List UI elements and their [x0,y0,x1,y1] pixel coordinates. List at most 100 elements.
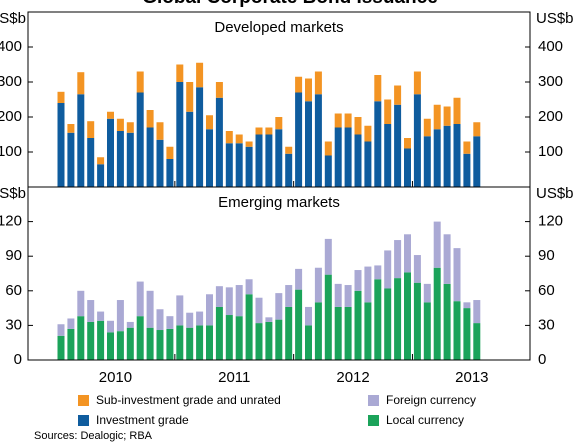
bar-segment [215,97,223,187]
bar-segment [384,99,392,124]
y2-tick-label: 60 [538,282,555,299]
bar-segment [87,138,95,187]
bar-segment [176,64,184,82]
bar-segment [67,318,75,329]
bar-segment [186,82,194,112]
bar-segment [116,331,124,360]
bar-segment [443,106,451,126]
y2-tick-label: 200 [538,108,563,125]
bar-segment [334,127,342,187]
bar-segment [265,321,273,360]
bar-segment [136,92,144,187]
plot-frame [27,11,531,361]
unit-label: US$b [536,185,574,202]
legend-swatch [368,415,379,426]
bar-segment [146,110,154,128]
bar-segment [295,76,303,93]
x-tick-label: 2013 [455,369,488,386]
bar-segment [77,290,85,317]
y-tick-label: 200 [0,108,22,125]
y2-tick-label: 120 [538,213,563,230]
y2-tick-label: 300 [538,73,563,90]
bar-segment [235,285,243,317]
bar-segment [384,250,392,289]
bar-segment [186,312,194,328]
bar-segment [433,267,441,360]
bar-segment [196,325,204,360]
bar-segment [245,279,253,295]
bar-segment [126,132,134,187]
bar-segment [107,320,114,333]
bar-segment [314,267,322,303]
bar-segment [245,141,253,147]
bar-segment [374,265,382,280]
bar-segment [344,127,352,187]
bar-segment [206,129,213,187]
bar-segment [404,234,411,273]
bar-segment [215,306,223,360]
bar-segment [255,127,263,135]
bar-segment [305,306,312,326]
bar-segment [255,323,263,360]
unit-label: US$b [0,185,26,202]
bar-segment [473,122,481,137]
legend-label: Sub-investment grade and unrated [96,393,281,407]
bar-segment [245,294,253,360]
bar-segment [156,139,164,187]
bar-segment [413,94,421,187]
bar-segment [126,321,134,328]
bar-segment [433,129,441,187]
bar-segment [443,283,451,360]
bar-segment [364,125,372,142]
bar-segment [384,124,392,187]
bar-segment [473,300,481,324]
bar-segment [156,122,164,140]
bar-segment [87,121,95,138]
bar-segment [166,316,174,329]
bar-segment [334,306,342,360]
bar-segment [196,87,204,187]
bar-segment [394,240,402,279]
bar-segment [146,327,154,360]
bar-segment [314,94,322,187]
bar-segment [235,316,243,360]
bar-segment [394,85,402,105]
bar-segment [334,113,342,128]
bar-segment [57,91,65,103]
y2-tick-label: 30 [538,316,555,333]
bar-segment [186,327,194,360]
bar-segment [166,159,174,187]
y2-tick-label: 100 [538,143,563,160]
bar-segment [285,306,293,360]
bar-segment [77,94,85,187]
bar-segment [404,148,411,187]
bar-segment [314,302,322,360]
bar-segment [77,72,85,95]
panel-title: Emerging markets [218,194,340,211]
legend-label: Foreign currency [386,393,476,407]
bar-segment [77,316,85,360]
bar-segment [235,143,243,187]
bar-segment [275,293,283,320]
legend-swatch [368,395,379,406]
bar-segment [186,111,194,187]
bar-segment [97,157,105,165]
bar-segment [285,153,293,187]
bar-segment [215,286,223,307]
bar-segment [275,319,283,360]
bar-segment [413,282,421,360]
bar-segment [166,146,174,159]
bar-segment [225,315,233,360]
bar-segment [136,71,144,93]
bar-segment [206,294,213,326]
y-tick-label: 400 [0,38,22,55]
bar-segment [285,146,293,154]
y-tick-label: 100 [0,143,22,160]
bar-segment [364,266,372,303]
bar-segment [394,104,402,187]
bar-segment [344,285,352,307]
bar-segment [423,283,431,303]
bar-segment [453,301,461,360]
bar-segment [146,127,154,187]
